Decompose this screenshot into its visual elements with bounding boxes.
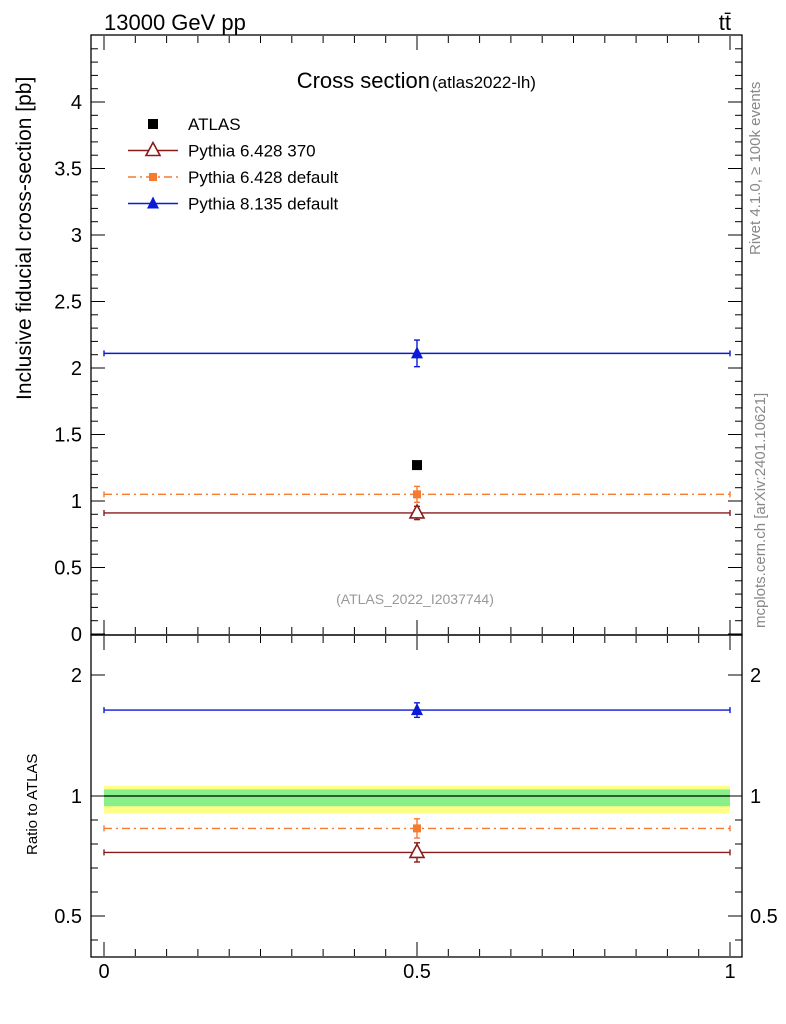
legend-pythia-6-428-370-marker xyxy=(144,140,162,157)
y-tick-label: 1.5 xyxy=(54,425,82,447)
legend-atlas-marker xyxy=(148,119,158,129)
plot-title: Cross section xyxy=(297,68,430,93)
legend-pythia-8-135-default-label: Pythia 8.135 default xyxy=(188,195,339,214)
ratio-y-tick-label-right: 1 xyxy=(750,786,761,808)
legend-pythia-6-428-default-marker xyxy=(149,173,157,181)
ratio-y-tick-label-right: 0.5 xyxy=(750,906,778,928)
legend-pythia-8-135-default-marker xyxy=(147,196,159,209)
mcplots-label: mcplots.cern.ch [arXiv:2401.10621] xyxy=(752,393,769,628)
ratio-band-inner xyxy=(104,789,730,807)
main-pythia-8-135-default-point xyxy=(411,346,423,359)
legend-pythia-6-428-370-label: Pythia 6.428 370 xyxy=(188,142,316,161)
y-tick-label: 2.5 xyxy=(54,292,82,314)
legend-atlas-label: ATLAS xyxy=(188,115,241,134)
y-tick-label: 0 xyxy=(71,624,82,646)
process-label: tt̄ xyxy=(719,10,731,35)
main-pythia-6-428-default-point xyxy=(413,490,421,499)
plot-title-tag: (atlas2022-lh) xyxy=(432,73,536,92)
ratio-pythia-8-135-default-point xyxy=(411,703,423,716)
ratio-pythia-6-428-default-point xyxy=(413,824,421,833)
legend-pythia-6-428-default-label: Pythia 6.428 default xyxy=(188,168,339,187)
y-tick-label: 0.5 xyxy=(54,558,82,580)
y-tick-label: 3.5 xyxy=(54,159,82,181)
main-ylabel: Inclusive fiducial cross-section [pb] xyxy=(13,77,36,400)
rivet-label: Rivet 4.1.0, ≥ 100k events xyxy=(747,82,764,255)
ratio-y-tick-label-right: 2 xyxy=(750,665,761,687)
x-tick-label: 0.5 xyxy=(403,961,431,983)
y-tick-label: 1 xyxy=(71,491,82,513)
x-tick-label: 0 xyxy=(98,961,109,983)
y-tick-label: 2 xyxy=(71,358,82,380)
x-tick-label: 1 xyxy=(724,961,735,983)
ratio-y-tick-label: 1 xyxy=(71,786,82,808)
ratio-pythia-6-428-370-point xyxy=(408,842,426,859)
watermark: (ATLAS_2022_I2037744) xyxy=(336,591,494,607)
energy-label: 13000 GeV pp xyxy=(104,10,246,35)
ratio-y-tick-label: 0.5 xyxy=(54,906,82,928)
ratio-y-tick-label: 2 xyxy=(71,665,82,687)
ratio-ylabel: Ratio to ATLAS xyxy=(24,754,41,855)
main-atlas-point xyxy=(412,460,422,471)
y-tick-label: 4 xyxy=(71,92,82,114)
y-tick-label: 3 xyxy=(71,225,82,247)
main-pythia-6-428-370-point xyxy=(408,503,426,519)
